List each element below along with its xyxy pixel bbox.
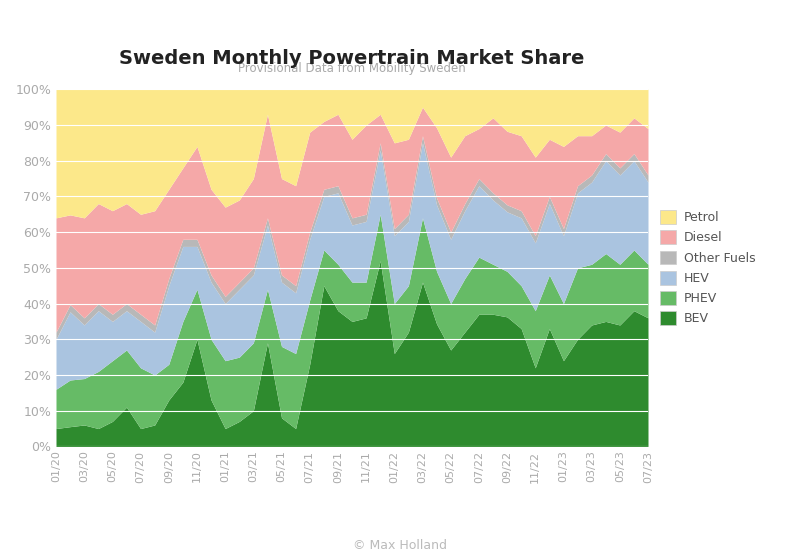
Text: Provisional Data from Mobility Sweden: Provisional Data from Mobility Sweden (238, 62, 466, 75)
Legend: Petrol, Diesel, Other Fuels, HEV, PHEV, BEV: Petrol, Diesel, Other Fuels, HEV, PHEV, … (660, 210, 755, 325)
Title: Sweden Monthly Powertrain Market Share: Sweden Monthly Powertrain Market Share (119, 49, 585, 68)
Text: © Max Holland: © Max Holland (353, 540, 447, 552)
